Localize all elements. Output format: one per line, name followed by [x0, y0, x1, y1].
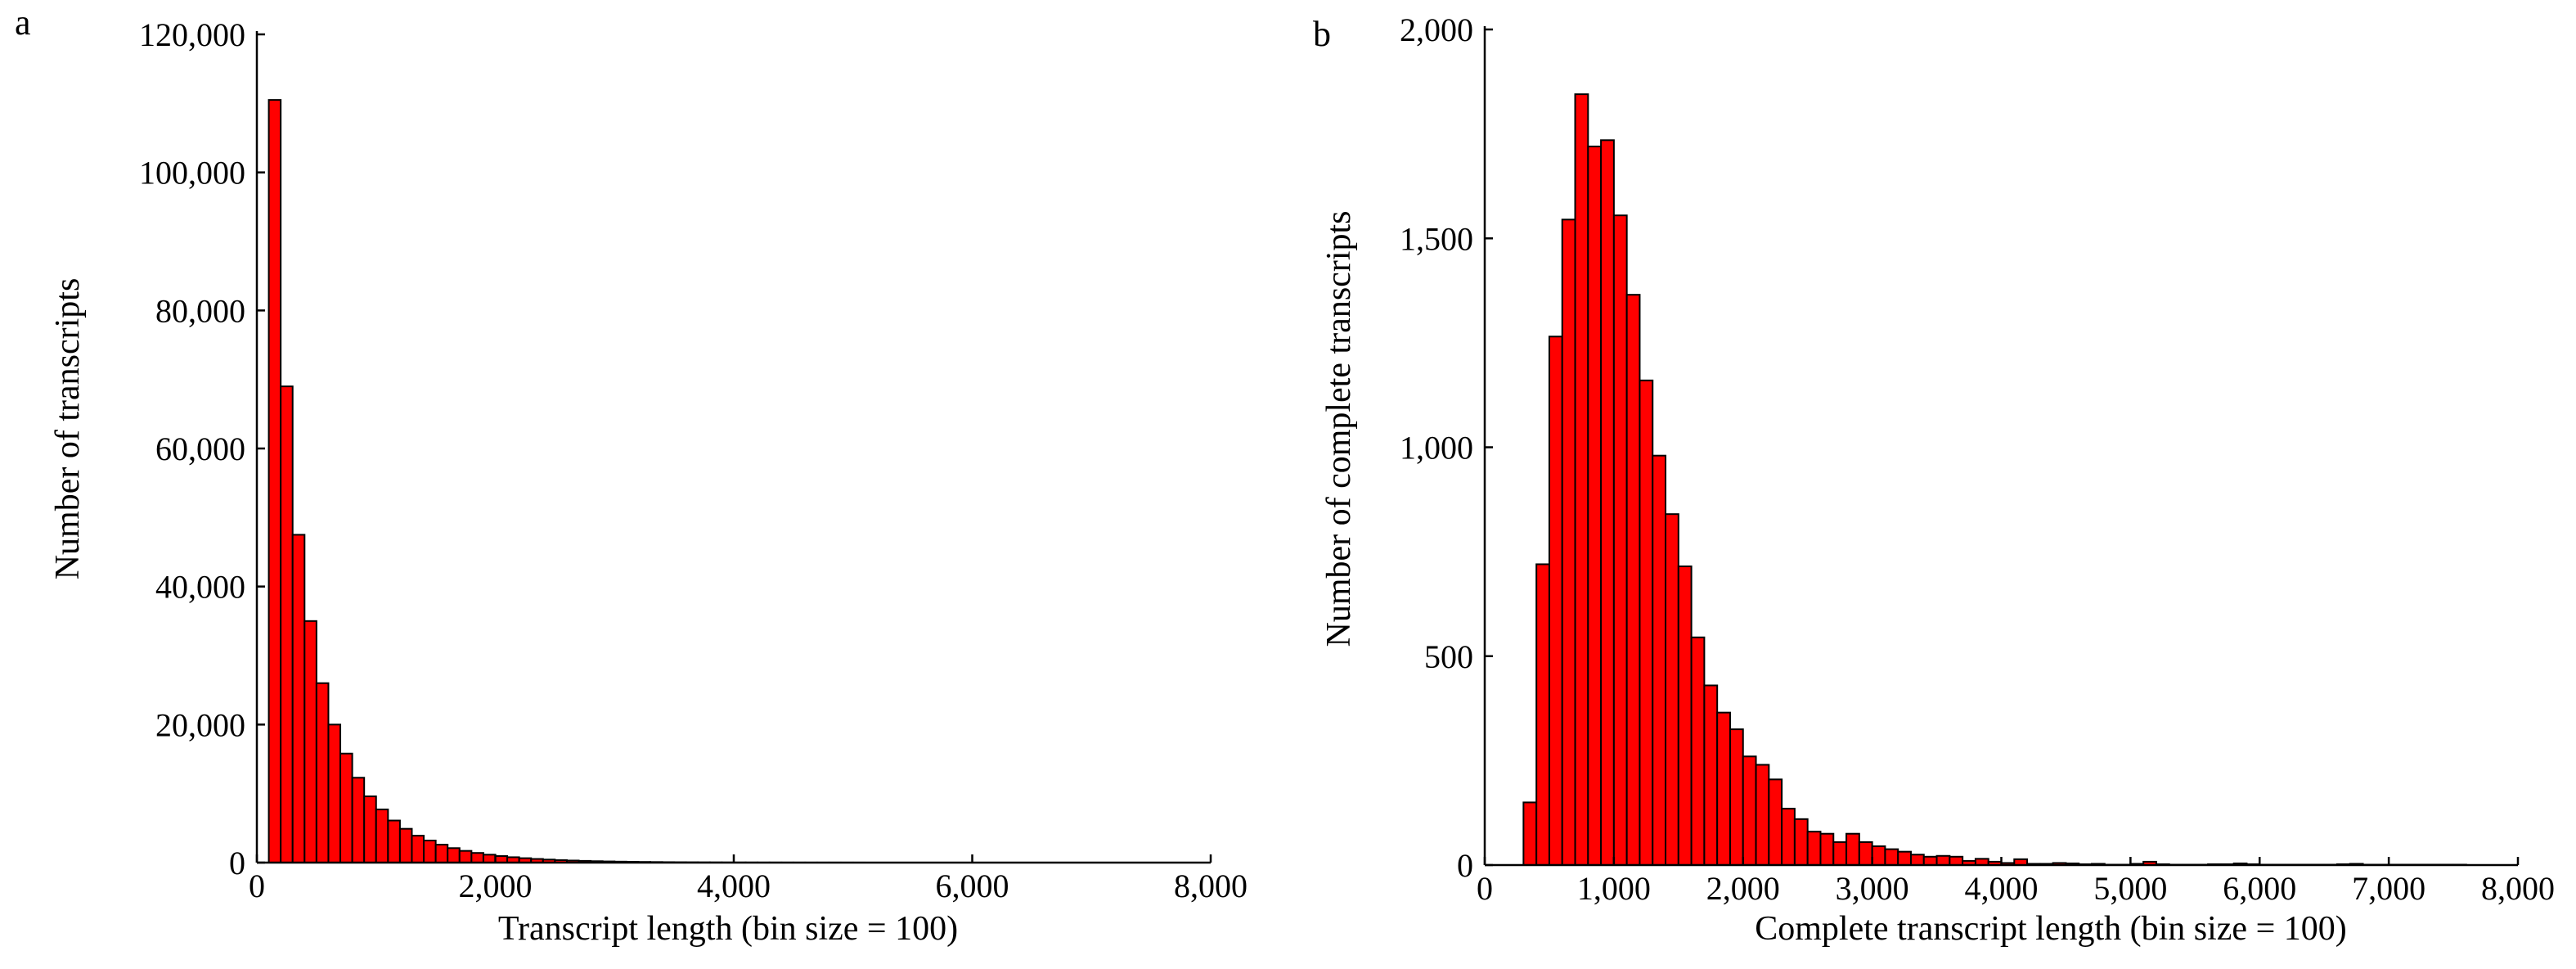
panel-a-bar	[447, 847, 461, 864]
panel-b-bar	[1819, 832, 1835, 867]
y-tick-label: 1,000	[1400, 430, 1473, 466]
x-tick-label: 7,000	[2352, 870, 2425, 907]
x-tick-label: 8,000	[2481, 870, 2555, 907]
panel-b-bar	[1600, 139, 1615, 867]
panel-a-bar	[398, 827, 413, 864]
panel-a-bar	[434, 844, 449, 864]
x-tick-label: 0	[1477, 870, 1493, 907]
x-tick-label: 5,000	[2093, 870, 2167, 907]
panel-b-bar	[1845, 832, 1860, 867]
panel-b-bar	[1742, 755, 1757, 867]
panel-b-bar	[1858, 841, 1873, 866]
panel-b-bar	[1922, 855, 1938, 867]
panel-b-bar	[1768, 778, 1783, 866]
x-tick-label: 6,000	[2223, 870, 2296, 907]
panel-b-bar	[1909, 854, 1925, 867]
panel-a-y-ticks: 0 20,000 40,000 60,000 80,000 100,000 120,000	[139, 16, 265, 881]
x-tick-label: 8,000	[1174, 868, 1248, 904]
y-tick-label: 20,000	[155, 706, 245, 743]
panel-b-bar	[1574, 93, 1589, 866]
y-tick-label: 100,000	[139, 155, 245, 192]
panel-b-bar	[1561, 219, 1576, 866]
x-tick-label: 4,000	[1965, 870, 2039, 907]
panel-a-bar	[375, 809, 389, 864]
x-tick-label: 4,000	[697, 868, 771, 904]
panel-b-bar	[1548, 336, 1563, 866]
panel-b-bar	[1897, 850, 1912, 866]
panel-b-bar	[1703, 684, 1719, 866]
panel-a-bars	[267, 99, 866, 864]
panel-b-bar	[1652, 454, 1667, 867]
x-tick-label: 2,000	[459, 868, 533, 904]
panel-a-bar	[280, 385, 294, 864]
panel-b-bars	[1522, 93, 2467, 867]
x-tick-label: 1,000	[1577, 870, 1651, 907]
y-tick-label: 2,000	[1400, 11, 1473, 48]
panel-b-x-axis-title: Complete transcript length (bin size = 1…	[1755, 910, 2347, 948]
panel-b-letter: b	[1313, 14, 1331, 54]
panel-a-histogram: a 0 2,000 4,000 6,000 8,000 0 20,000 40,000 60,…	[15, 2, 1248, 948]
panel-b-y-axis-title: Number of complete transcripts	[1320, 211, 1358, 647]
y-tick-label: 0	[229, 845, 245, 881]
y-tick-label: 80,000	[155, 292, 245, 329]
panel-b-bar	[1884, 848, 1899, 866]
panel-b-bar	[1716, 711, 1731, 866]
panel-a-y-axis-title: Number of transcripts	[49, 278, 87, 580]
panel-b-bar	[1949, 855, 1964, 867]
panel-b-bar	[1625, 294, 1641, 867]
panel-a-bar	[387, 819, 401, 863]
y-tick-label: 0	[1457, 847, 1473, 884]
panel-a-x-ticks: 0 2,000 4,000 6,000 8,000	[249, 854, 1248, 904]
panel-b-bar	[1639, 379, 1654, 866]
y-tick-label: 120,000	[139, 16, 245, 53]
x-tick-label: 2,000	[1706, 870, 1780, 907]
panel-b-bar	[1690, 636, 1706, 867]
panel-b-histogram: b 0 1,000 2,000 3,000 4,000 5,000 6,000 7,000 8,…	[1313, 11, 2555, 948]
panel-a-bar	[339, 752, 353, 864]
panel-a-bar	[267, 99, 282, 864]
y-tick-label: 500	[1424, 638, 1473, 675]
panel-b-bar	[1755, 764, 1770, 866]
panel-b-bar	[1935, 854, 1951, 867]
panel-a-bar	[363, 795, 377, 863]
panel-a-bar	[327, 723, 342, 863]
panel-a-bar	[411, 835, 425, 863]
panel-b-bar	[1793, 818, 1809, 866]
panel-b-bar	[1806, 831, 1822, 866]
x-tick-label: 3,000	[1836, 870, 1909, 907]
panel-b-bar	[1522, 801, 1538, 866]
panel-b-bar	[1612, 214, 1628, 866]
panel-b-bar	[1729, 728, 1744, 867]
panel-a-bar	[315, 682, 330, 863]
x-tick-label: 0	[249, 868, 265, 904]
panel-b-bar	[1871, 845, 1886, 866]
panel-a-bar	[291, 534, 306, 864]
panel-b-bar	[1665, 513, 1679, 866]
y-tick-label: 1,500	[1400, 220, 1473, 257]
panel-b-bar	[1781, 808, 1796, 867]
panel-b-y-ticks: 0 500 1,000 1,500 2,000	[1400, 11, 1493, 884]
panel-a-bar	[351, 777, 366, 864]
panel-a-axes	[255, 31, 1211, 864]
panel-a-bar	[458, 850, 473, 863]
panel-b-x-ticks: 0 1,000 2,000 3,000 4,000 5,000 6,000 7,000 8,00…	[1477, 857, 2555, 907]
y-tick-label: 60,000	[155, 430, 245, 467]
panel-b-bar	[1677, 565, 1693, 866]
panel-a-bar	[482, 854, 497, 863]
y-tick-label: 40,000	[155, 569, 245, 606]
panel-a-bar	[303, 620, 317, 863]
panel-b-bar	[1535, 563, 1550, 866]
panel-a-x-axis-title: Transcript length (bin size = 100)	[498, 910, 958, 948]
panel-a-letter: a	[15, 2, 31, 43]
panel-b-bar	[1832, 841, 1848, 866]
panel-b-bar	[1587, 145, 1603, 866]
panel-a-bar	[470, 852, 484, 864]
x-tick-label: 6,000	[936, 868, 1009, 904]
panel-a-bar	[423, 840, 437, 863]
